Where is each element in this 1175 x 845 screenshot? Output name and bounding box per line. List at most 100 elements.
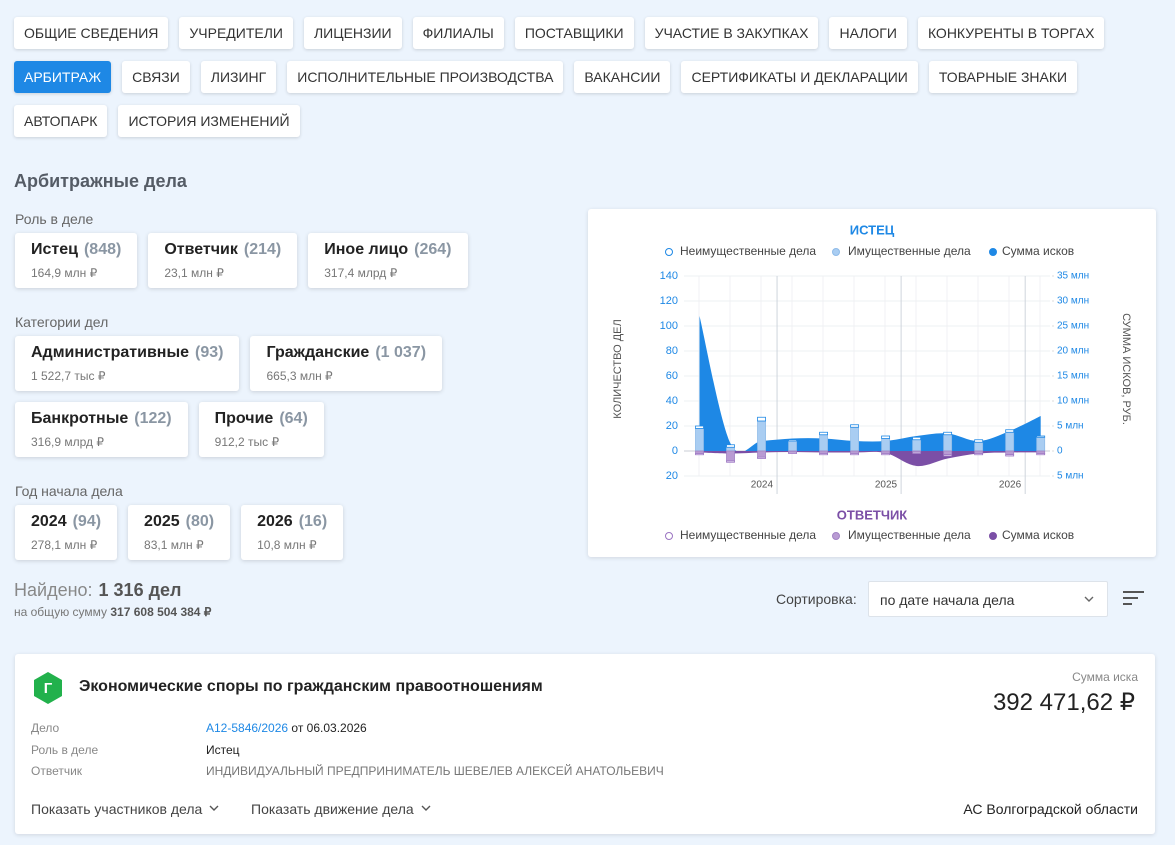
bar	[1005, 431, 1015, 452]
filter-sum: 23,1 млн ₽	[164, 266, 224, 280]
filter-card[interactable]: Ответчик (214) 23,1 млн ₽	[148, 233, 298, 288]
y2-tick-label: 15 млн	[1057, 371, 1089, 382]
tab[interactable]: НАЛОГИ	[829, 17, 907, 49]
filter-card[interactable]: Иное лицо (264) 317,4 млрд ₽	[308, 233, 468, 288]
field-label: Ответчик	[31, 764, 83, 778]
tab[interactable]: ФИЛИАЛЫ	[412, 17, 504, 49]
y-tick-label: 120	[660, 295, 678, 307]
filter-name: 2026	[257, 513, 293, 530]
bar	[1005, 450, 1015, 456]
legend-marker	[665, 532, 673, 540]
filter-card[interactable]: Гражданские (1 037) 665,3 млн ₽	[250, 336, 443, 391]
filter-card-head: Ответчик (214)	[164, 241, 281, 259]
filter-name: 2024	[31, 513, 67, 530]
filter-sum: 317,4 млрд ₽	[324, 266, 398, 280]
filter-card[interactable]: Административные (93) 1 522,7 тыс ₽	[15, 336, 240, 391]
legend-label: Имущественные дела	[848, 244, 971, 258]
bar	[819, 434, 828, 452]
filter-name: Иное лицо	[324, 241, 409, 258]
x-tick-label: 2025	[875, 480, 898, 491]
case-link[interactable]: А12-5846/2026	[206, 721, 289, 735]
filter-count: (93)	[195, 344, 224, 361]
y-tick-label: 0	[672, 445, 678, 457]
chevron	[421, 805, 431, 811]
bar-stack	[943, 431, 953, 436]
bar-stack	[1036, 453, 1046, 456]
bar-stack	[819, 431, 828, 436]
filter-sum: 83,1 млн ₽	[144, 538, 204, 552]
y-tick-label: 140	[660, 270, 678, 282]
field-label: Дело	[31, 721, 60, 735]
chevron	[209, 805, 219, 811]
field-value: ИНДИВИДУАЛЬНЫЙ ПРЕДПРИНИМАТЕЛЬ ШЕВЕЛЕВ А…	[206, 764, 664, 778]
filter-count: (848)	[83, 241, 122, 258]
bar	[850, 426, 859, 452]
tab[interactable]: ИСПОЛНИТЕЛЬНЫЕ ПРОИЗВОДСТВА	[287, 61, 564, 93]
tab[interactable]: ВАКАНСИИ	[574, 61, 671, 93]
bar-stack	[726, 460, 735, 463]
bar	[943, 450, 953, 456]
legend-label: Неимущественные дела	[680, 244, 816, 258]
bar-stack	[757, 416, 766, 422]
bar-stack	[850, 453, 859, 456]
filter-label: Год начала дела	[15, 483, 123, 499]
filter-name: 2025	[144, 513, 180, 530]
y2-tick-label: 30 млн	[1057, 296, 1089, 307]
field-text: ИНДИВИДУАЛЬНЫЙ ПРЕДПРИНИМАТЕЛЬ ШЕВЕЛЕВ А…	[206, 764, 664, 778]
tab[interactable]: КОНКУРЕНТЫ В ТОРГАХ	[917, 17, 1105, 49]
tab[interactable]: ПОСТАВЩИКИ	[514, 17, 634, 49]
tab[interactable]: АВТОПАРК	[14, 105, 108, 137]
tab[interactable]: ТОВАРНЫЕ ЗНАКИ	[928, 61, 1078, 93]
sum-label: Сумма иска	[1072, 670, 1138, 684]
filter-count: (80)	[185, 513, 215, 530]
bar-stack	[695, 453, 704, 456]
field-text: от 06.03.2026	[291, 721, 367, 735]
filter-label: Категории дел	[15, 314, 109, 330]
x-tick-label: 2024	[751, 480, 774, 491]
case-title: Экономические споры по гражданским право…	[79, 678, 543, 695]
filter-card-head: Административные (93)	[31, 344, 223, 362]
case-icon: Г	[34, 672, 62, 704]
legend-label: Неимущественные дела	[680, 528, 816, 542]
tab[interactable]: ОБЩИЕ СВЕДЕНИЯ	[14, 17, 169, 49]
bar-stack	[881, 435, 891, 439]
filter-card[interactable]: 2024 (94) 278,1 млн ₽	[15, 505, 118, 560]
tab[interactable]: УЧАСТИЕ В ЗАКУПКАХ	[644, 17, 819, 49]
y-axis-label: КОЛИЧЕСТВО ДЕЛ	[612, 319, 624, 418]
bar-stack	[1036, 435, 1046, 438]
bar-stack	[1005, 454, 1015, 457]
bar	[695, 428, 704, 452]
action-button[interactable]: Показать участников дела	[31, 801, 222, 817]
tab[interactable]: ИСТОРИЯ ИЗМЕНЕНИЙ	[118, 105, 300, 137]
filter-card-head: Банкротные (122)	[31, 410, 172, 428]
bar-stack	[788, 451, 797, 454]
bar-stack	[726, 444, 735, 448]
tab[interactable]: АРБИТРАЖ	[14, 61, 112, 93]
tab[interactable]: СВЯЗИ	[122, 61, 190, 93]
filter-sum: 164,9 млн ₽	[31, 266, 98, 280]
bar-stack	[881, 453, 891, 456]
y2-tick-label: 5 млн	[1057, 471, 1084, 482]
tab[interactable]: ЛИЗИНГ	[200, 61, 277, 93]
y2-tick-label: 5 млн	[1057, 421, 1084, 432]
filter-card-head: 2024 (94)	[31, 513, 101, 531]
bar-stack	[788, 439, 797, 442]
sort-select[interactable]: по дате начала дела	[868, 581, 1108, 617]
tab[interactable]: ЛИЦЕНЗИИ	[303, 17, 402, 49]
filter-name: Банкротные	[31, 410, 129, 427]
tab[interactable]: СЕРТИФИКАТЫ И ДЕКЛАРАЦИИ	[681, 61, 918, 93]
total-sum: 317 608 504 384 ₽	[110, 605, 212, 619]
bar	[943, 434, 953, 452]
filter-card[interactable]: Истец (848) 164,9 млн ₽	[15, 233, 138, 288]
y2-tick-label: 35 млн	[1057, 271, 1089, 282]
filter-card[interactable]: Банкротные (122) 316,9 млрд ₽	[15, 402, 188, 457]
filter-cards: Истец (848) 164,9 млн ₽ Ответчик (214) 23,1 м…	[15, 233, 485, 288]
tab[interactable]: УЧРЕДИТЕЛИ	[179, 17, 293, 49]
filter-card[interactable]: Прочие (64) 912,2 тыс ₽	[198, 402, 324, 457]
legend-marker	[989, 532, 997, 540]
y-tick-label: 80	[666, 345, 678, 357]
filter-card[interactable]: 2025 (80) 83,1 млн ₽	[128, 505, 231, 560]
action-button[interactable]: Показать движение дела	[251, 801, 434, 817]
filter-card[interactable]: 2026 (16) 10,8 млн ₽	[241, 505, 344, 560]
sort-order-button[interactable]	[1122, 590, 1146, 608]
